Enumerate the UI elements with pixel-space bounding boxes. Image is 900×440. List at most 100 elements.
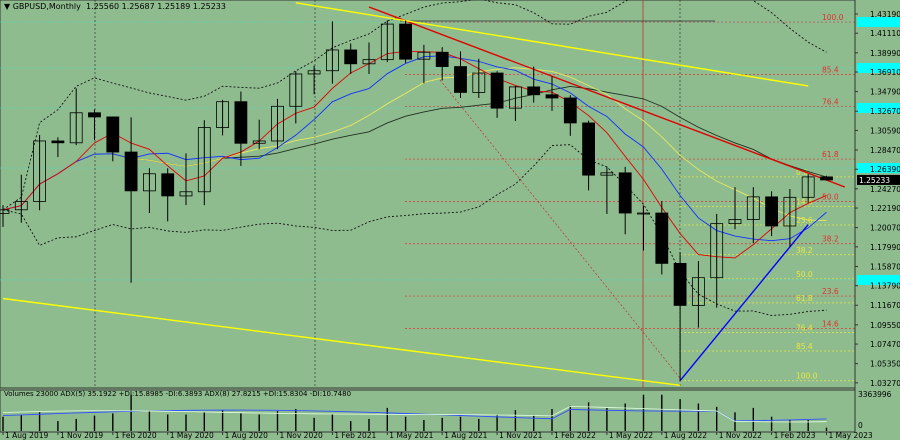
- candle-body: [673, 262, 687, 306]
- candle-body: [142, 173, 156, 192]
- candle-body: [545, 94, 559, 99]
- candle: [69, 88, 83, 146]
- cyan-price-label: [857, 102, 900, 113]
- fib-yellow-label: 61.8: [796, 294, 813, 303]
- fib-yellow-label: 85.4: [796, 342, 813, 351]
- fib-yellow-label: 76.4: [796, 324, 813, 333]
- candle-body: [746, 196, 760, 220]
- y-tick-label: 1.36910: [870, 68, 900, 77]
- candle: [88, 109, 101, 141]
- bollinger-upper: [2, 0, 827, 211]
- candle-body: [508, 86, 522, 109]
- candle-body: [307, 70, 321, 75]
- candle-body: [490, 72, 504, 109]
- candle-body: [600, 172, 614, 176]
- candle-body: [801, 176, 815, 198]
- candle: [801, 174, 815, 203]
- y-tick-label: 1.20070: [870, 224, 900, 233]
- candle: [490, 71, 504, 118]
- candle: [307, 65, 321, 95]
- candle: [765, 191, 778, 237]
- low-value: 1.25189: [157, 2, 191, 11]
- candle: [746, 187, 760, 244]
- candle-body: [637, 212, 650, 215]
- fib-red-label: 61.8: [822, 150, 839, 159]
- ma-mid-line: [2, 55, 827, 242]
- current-price-label: 1.25233: [859, 176, 890, 185]
- fib-yellow-label: 50.0: [796, 270, 813, 279]
- candle-body: [325, 49, 339, 72]
- x-tick-label: 1 May 2021: [389, 431, 433, 440]
- y-tick-label: 1.03270: [870, 379, 900, 388]
- candle: [380, 20, 394, 62]
- candle: [728, 187, 742, 230]
- ma-slow-line: [2, 67, 827, 221]
- x-tick-label: 1 Aug 2020: [225, 431, 268, 440]
- price-panel: [0, 0, 856, 389]
- candle-body: [563, 97, 577, 124]
- y-tick-label: 1.34790: [870, 88, 900, 97]
- candle: [582, 120, 595, 191]
- candle: [33, 134, 46, 211]
- candle: [563, 95, 577, 136]
- cyan-price-label: [857, 274, 900, 285]
- bollinger-lower: [2, 144, 827, 316]
- candle: [179, 153, 193, 206]
- volume-zero-label: 0: [858, 421, 863, 430]
- x-tick-label: 1 Nov 2021: [499, 431, 542, 440]
- candle: [252, 119, 266, 150]
- fib-red-label: 23.6: [822, 287, 839, 296]
- candle: [508, 85, 522, 122]
- candle: [51, 137, 65, 158]
- candle: [234, 91, 248, 166]
- y-tick-label: 1.38990: [870, 49, 900, 58]
- candle-body: [197, 127, 211, 193]
- candle: [325, 21, 339, 84]
- x-tick-label: 1 Aug 2021: [444, 431, 487, 440]
- candle-body: [0, 209, 10, 214]
- x-tick-label: 1 Feb 2020: [115, 431, 157, 440]
- candle-body: [582, 122, 595, 176]
- candle: [673, 252, 687, 381]
- candle-body: [106, 116, 120, 153]
- volume-max-label: 3363996: [858, 390, 892, 399]
- x-tick-label: 1 Nov 2019: [60, 431, 103, 440]
- symbol-label: GBPUSD,Monthly: [12, 2, 81, 11]
- candle: [106, 116, 120, 162]
- candle: [289, 71, 303, 124]
- x-tick-label: 1 May 2022: [609, 431, 653, 440]
- candle: [527, 66, 541, 103]
- close-value: 1.25233: [192, 2, 226, 11]
- candle: [783, 189, 797, 247]
- x-tick-label: 1 Aug 2019: [5, 431, 48, 440]
- candle-body: [435, 51, 449, 67]
- y-tick-label: 1.43190: [870, 10, 900, 19]
- candle-body: [783, 196, 797, 227]
- chart-header: ▼ GBPUSD,Monthly 1.25560 1.25687 1.25189…: [4, 2, 226, 11]
- cyan-price-label: [857, 163, 900, 174]
- trendline: [295, 2, 809, 87]
- candle-body: [417, 51, 431, 60]
- x-tick-label: 1 May 2023: [829, 431, 873, 440]
- y-tick-label: 1.11670: [870, 301, 900, 310]
- fib-yellow-label: 23.6: [796, 216, 813, 225]
- candle-body: [33, 140, 46, 202]
- candle-body: [527, 86, 541, 96]
- candle-body: [51, 140, 65, 144]
- y-tick-label: 1.22190: [870, 204, 900, 213]
- fib-red-label: 14.6: [822, 319, 839, 328]
- candle: [600, 166, 614, 214]
- y-tick-label: 1.05350: [870, 360, 900, 369]
- x-tick-label: 1 Aug 2022: [664, 431, 707, 440]
- candle-body: [252, 140, 266, 144]
- candle-body: [234, 101, 248, 144]
- candle-body: [765, 196, 778, 227]
- candle: [655, 201, 669, 275]
- candle-body: [655, 212, 669, 264]
- candle-body: [472, 72, 486, 93]
- open-value: 1.25560: [85, 2, 120, 11]
- x-tick-label: 1 Feb 2022: [554, 431, 596, 440]
- fib-red-label: 100.0: [822, 13, 844, 22]
- candle-body: [124, 151, 138, 192]
